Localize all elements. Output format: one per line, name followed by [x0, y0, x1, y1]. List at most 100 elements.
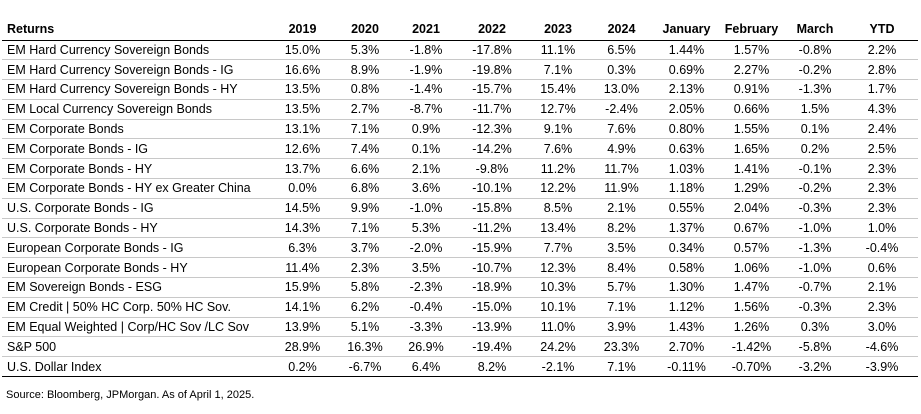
table-cell: 0.1% — [395, 138, 457, 160]
table-row: U.S. Corporate Bonds - IG 14.5% 9.9% -1.0% -… — [2, 198, 918, 219]
table-cell: 1.30% — [654, 277, 719, 298]
table-cell: 26.9% — [395, 336, 457, 358]
row-label: EM Corporate Bonds - HY ex Greater China — [2, 178, 270, 199]
table-cell: 11.1% — [527, 40, 589, 61]
table-cell: -15.8% — [457, 198, 527, 219]
table-cell: 7.1% — [335, 218, 395, 239]
table-cell: 6.8% — [335, 178, 395, 199]
table-cell: -0.4% — [846, 237, 918, 259]
table-cell: -0.3% — [784, 297, 846, 318]
table-cell: 3.5% — [395, 257, 457, 279]
table-row: U.S. Corporate Bonds - HY 14.3% 7.1% 5.3% -1… — [2, 218, 918, 239]
table-cell: 2.3% — [846, 297, 918, 318]
table-cell: 0.58% — [654, 257, 719, 279]
table-cell: 7.1% — [589, 356, 654, 378]
table-cell: 0.91% — [719, 79, 784, 100]
table-cell: 15.0% — [270, 40, 335, 61]
table-cell: -17.8% — [457, 40, 527, 61]
table-cell: -3.3% — [395, 317, 457, 338]
table-cell: 2.3% — [846, 178, 918, 199]
table-cell: 0.3% — [784, 317, 846, 338]
table-cell: 0.2% — [270, 356, 335, 378]
table-cell: -2.3% — [395, 277, 457, 298]
row-label: EM Corporate Bonds - IG — [2, 138, 270, 160]
column-header: March — [784, 18, 846, 41]
row-label: S&P 500 — [2, 336, 270, 358]
table-cell: 7.1% — [335, 119, 395, 140]
table-cell: 1.12% — [654, 297, 719, 318]
column-header: 2019 — [270, 18, 335, 41]
table-cell: 1.41% — [719, 158, 784, 180]
table-cell: 4.3% — [846, 99, 918, 120]
column-header: YTD — [846, 18, 918, 41]
table-cell: 4.9% — [589, 138, 654, 160]
table-cell: -6.7% — [335, 356, 395, 378]
column-header: February — [719, 18, 784, 41]
table-cell: 1.43% — [654, 317, 719, 338]
table-cell: 8.4% — [589, 257, 654, 279]
table-cell: 3.5% — [589, 237, 654, 259]
table-cell: 5.3% — [395, 218, 457, 239]
table-cell: 13.9% — [270, 317, 335, 338]
table-cell: 10.1% — [527, 297, 589, 318]
table-cell: 9.1% — [527, 119, 589, 140]
table-cell: 6.4% — [395, 356, 457, 378]
table-body: EM Hard Currency Sovereign Bonds 15.0% 5.3… — [2, 40, 918, 378]
table-cell: 0.34% — [654, 237, 719, 259]
table-cell: 13.5% — [270, 99, 335, 120]
table-cell: 7.1% — [589, 297, 654, 318]
table-cell: 2.5% — [846, 138, 918, 160]
table-cell: -0.8% — [784, 40, 846, 61]
table-cell: -8.7% — [395, 99, 457, 120]
table-cell: 1.26% — [719, 317, 784, 338]
table-cell: 1.06% — [719, 257, 784, 279]
table-cell: 10.3% — [527, 277, 589, 298]
table-cell: -1.3% — [784, 79, 846, 100]
table-cell: 0.67% — [719, 218, 784, 239]
table-cell: 2.3% — [846, 158, 918, 180]
table-cell: 11.7% — [589, 158, 654, 180]
table-cell: 3.6% — [395, 178, 457, 199]
table-cell: -15.7% — [457, 79, 527, 100]
table-cell: 15.4% — [527, 79, 589, 100]
table-cell: -1.9% — [395, 59, 457, 81]
table-cell: 14.1% — [270, 297, 335, 318]
table-cell: 8.5% — [527, 198, 589, 219]
row-label: European Corporate Bonds - IG — [2, 237, 270, 259]
table-cell: 7.1% — [527, 59, 589, 81]
table-cell: -0.3% — [784, 198, 846, 219]
table-cell: 0.0% — [270, 178, 335, 199]
table-cell: -18.9% — [457, 277, 527, 298]
table-cell: -15.0% — [457, 297, 527, 318]
table-cell: 3.9% — [589, 317, 654, 338]
table-cell: 0.3% — [589, 59, 654, 81]
table-cell: -1.0% — [784, 257, 846, 279]
table-cell: -19.4% — [457, 336, 527, 358]
table-cell: 1.57% — [719, 40, 784, 61]
table-cell: 2.1% — [395, 158, 457, 180]
table-header: Returns 2019 2020 2021 2022 2023 2024 January Fe… — [2, 18, 918, 41]
table-cell: -11.2% — [457, 218, 527, 239]
table-row: EM Corporate Bonds - HY ex Greater China… — [2, 178, 918, 199]
table-cell: 7.7% — [527, 237, 589, 259]
table-cell: 0.8% — [335, 79, 395, 100]
column-header: 2023 — [527, 18, 589, 41]
table-cell: 2.7% — [335, 99, 395, 120]
table-cell: 8.2% — [589, 218, 654, 239]
table-cell: 13.7% — [270, 158, 335, 180]
table-cell: 2.8% — [846, 59, 918, 81]
table-cell: 0.55% — [654, 198, 719, 219]
table-row: European Corporate Bonds - HY 11.4% 2.3% 3.… — [2, 257, 918, 279]
table-cell: -1.3% — [784, 237, 846, 259]
table-cell: 3.0% — [846, 317, 918, 338]
table-cell: 12.6% — [270, 138, 335, 160]
table-cell: 13.5% — [270, 79, 335, 100]
table-cell: -2.4% — [589, 99, 654, 120]
table-cell: 7.6% — [527, 138, 589, 160]
source-note: Source: Bloomberg, JPMorgan. As of April… — [6, 389, 255, 401]
table-cell: 5.1% — [335, 317, 395, 338]
table-cell: -10.7% — [457, 257, 527, 279]
table-cell: 13.0% — [589, 79, 654, 100]
table-cell: 1.55% — [719, 119, 784, 140]
table-cell: -5.8% — [784, 336, 846, 358]
